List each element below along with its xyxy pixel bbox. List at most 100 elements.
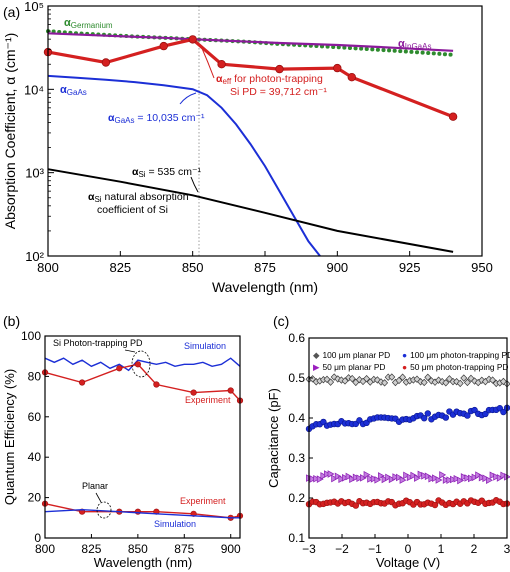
panel-c-series-0-point — [460, 374, 468, 382]
annotation-eff-line2: Si PD = 39,712 cm⁻¹ — [230, 86, 327, 98]
panel-c-series-0-point — [341, 377, 349, 385]
panel-c-series-0-point — [327, 378, 335, 386]
photon-trapping-highlight — [131, 350, 151, 378]
panel-c-series-2-point — [374, 476, 382, 484]
label-planar: Planar — [82, 481, 108, 491]
panel-c-series-2-point — [496, 474, 504, 482]
annotation-si-natural-line1: αSi natural absorption — [88, 191, 189, 204]
panel-c-label: (c) — [273, 313, 289, 329]
panel-b-ytick-label: 100 — [21, 329, 41, 343]
panel-c-series-2-point — [313, 474, 321, 483]
label-simulation-top: Simulation — [184, 341, 226, 351]
panel-c-series-2-point — [475, 471, 483, 479]
panel-b-series-1-point — [78, 379, 86, 386]
label-experiment-top: Experiment — [185, 395, 231, 405]
panel-c-series-2-point — [363, 470, 371, 479]
panel-c-xtick-label: 1 — [438, 542, 445, 556]
panel-b-ytick-label: 40 — [28, 450, 42, 464]
panel-a: (a) 800 825 850 875 900 925 950 10² 10³ 10⁴ 10⁵ Wa… — [2, 0, 493, 295]
panel-b-series-1-point — [116, 365, 123, 372]
panel-c-series-1-point — [442, 414, 449, 421]
panel-c-series-3-point — [431, 501, 439, 509]
planar-leader — [95, 492, 102, 503]
panel-c-ytick-label: 0.1 — [288, 531, 305, 545]
panel-c-series-1-point — [424, 410, 431, 417]
panel-a-xtick-label: 875 — [254, 260, 276, 275]
annotation-ingaas: αInGaAs — [398, 38, 431, 51]
panel-c-series-2-point — [367, 475, 375, 483]
panel-c-series-2-point — [403, 471, 411, 480]
panel-b-label: (b) — [3, 313, 20, 329]
panel-a-series-0-line — [46, 29, 456, 57]
panel-b-series-3-line — [44, 508, 240, 519]
panel-a-xtick-label: 825 — [109, 260, 131, 275]
annotation-germanium: αGermanium — [64, 17, 113, 30]
annotation-gaas-value: αGaAs = 10,035 cm⁻¹ — [108, 112, 205, 125]
panel-c-series-1-point — [464, 412, 471, 419]
panel-c-series-2-point — [381, 475, 389, 484]
panel-c-series-2-point — [428, 474, 436, 483]
annotation-gaas-value-leader — [179, 92, 197, 105]
panel-c-ytick-label: 0.3 — [288, 451, 305, 465]
panel-c-series-2-point — [378, 472, 385, 480]
panel-c-legend: ◆ 100 μm planar PD ● 100 μm photon-trappin… — [313, 350, 510, 372]
panel-b: (b) 800 825 850 875 900 0 20 40 60 80 100 Waveleng… — [2, 313, 244, 570]
panel-b-ytick-label: 20 — [28, 491, 42, 505]
panel-a-xlabel: Wavelength (nm) — [212, 279, 318, 295]
panel-c-series-2-point — [406, 473, 414, 482]
panel-a-series — [43, 29, 458, 257]
annotation-gaas: αGaAs — [60, 84, 87, 97]
panel-c-series-2-point — [486, 476, 493, 485]
panel-a-series-3-line — [47, 168, 454, 253]
panel-c-series-2-point — [385, 473, 393, 482]
panel-c-series-2-point — [356, 474, 364, 483]
panel-b-series-0-line — [44, 357, 241, 372]
panel-c-series-1-point — [482, 410, 489, 418]
label-experiment-bottom: Experiment — [180, 496, 226, 506]
panel-c-series-2-point — [482, 474, 490, 483]
panel-c-series-2-point — [331, 474, 339, 483]
panel-a-ticks: 800 825 850 875 900 925 950 10² 10³ 10⁴ 10⁵ — [24, 0, 493, 275]
panel-c-series-2-point — [417, 470, 425, 479]
panel-c-series-2-point — [457, 476, 465, 485]
legend-100-planar: ◆ 100 μm planar PD — [313, 350, 390, 360]
panel-b-series — [41, 357, 244, 521]
panel-c-series-2-point — [349, 475, 357, 484]
panel-c-series-2-point — [342, 473, 349, 482]
panel-c-series-0-point — [399, 373, 407, 381]
legend-50-photon: ● 50 μm photon-trapping PD — [402, 362, 508, 372]
panel-c-series-2-point — [399, 476, 407, 484]
panel-c-series-0-point — [442, 379, 450, 387]
panel-b-ytick-label: 0 — [34, 531, 41, 545]
panel-b-series-1-point — [153, 381, 160, 388]
legend-50-planar: ▶ 50 μm planar PD — [313, 362, 385, 372]
panel-c-series-2-point — [442, 476, 450, 484]
panel-c-series-3-point — [352, 502, 359, 509]
panel-c-series-2-point — [396, 473, 403, 482]
panel-c-series-2-point — [410, 471, 418, 480]
panel-b-series-1-point — [134, 361, 141, 368]
panel-c-series-2-point — [338, 475, 346, 483]
panel-a-xtick-label: 925 — [399, 260, 421, 275]
panel-c-series-2-point — [446, 476, 454, 484]
annotation-gaas-sub: GaAs — [67, 88, 87, 97]
panel-a-series-4-point — [275, 64, 284, 74]
panel-c-xtick-label: 3 — [504, 542, 510, 556]
panel-c-ytick-label: 0.6 — [288, 331, 305, 345]
panel-c-series-2-point — [324, 470, 331, 478]
panel-c-series-2-point — [370, 475, 378, 483]
panel-c-series-2-point — [489, 471, 497, 480]
panel-c-series-2-point — [493, 473, 501, 481]
panel-c-series-2-point — [478, 473, 486, 482]
panel-b-xtick-label: 900 — [221, 542, 241, 556]
panel-c-series-2-point — [435, 476, 443, 484]
panel-a-xtick-label: 900 — [326, 260, 348, 275]
label-photon-trapping-pd: Si Photon-trapping PD — [53, 338, 143, 348]
panel-a-ytick-label: 10² — [25, 249, 44, 264]
panel-c-ytick-label: 0.5 — [288, 371, 305, 385]
panel-c-series — [305, 373, 510, 509]
panel-c-xtick-label: 2 — [471, 542, 478, 556]
panel-c-series-2-point — [450, 475, 457, 484]
panel-c-series-2-point — [464, 474, 472, 482]
panel-c-series-0-point — [381, 379, 389, 387]
